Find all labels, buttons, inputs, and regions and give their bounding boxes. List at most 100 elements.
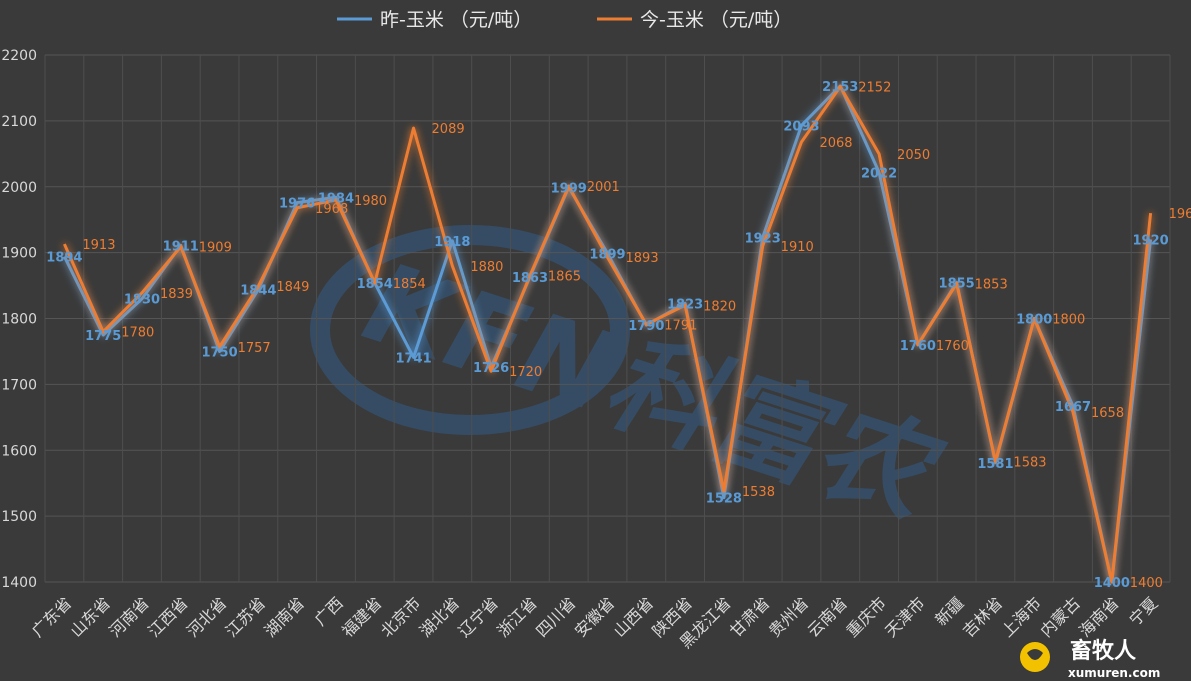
data-label-today: 1853 [975,278,1008,293]
data-label-yesterday: 1775 [85,329,121,344]
data-label-today: 1780 [121,326,154,341]
data-label-yesterday: 1528 [706,492,742,507]
series-line-today [63,85,1153,584]
x-tick-label: 云南省 [804,593,851,640]
y-tick-label: 1700 [1,377,37,393]
data-label-yesterday: 2153 [822,80,858,95]
x-tick-label: 甘肃省 [726,593,773,640]
data-label-today: 1839 [160,287,193,302]
data-label-today: 1757 [238,341,271,356]
data-label-today: 1854 [393,277,426,292]
data-label-yesterday: 1920 [1133,233,1169,248]
data-label-today: 1658 [1091,406,1124,421]
data-label-yesterday: 1844 [240,284,276,299]
data-label-today: 2050 [897,148,930,163]
data-label-today: 1909 [199,241,232,256]
data-label-yesterday: 1667 [1055,400,1091,415]
data-label-yesterday: 1899 [589,247,625,262]
x-tick-label: 湖南省 [261,593,308,640]
data-label-yesterday: 1581 [977,457,1013,472]
data-label-today: 1720 [509,365,542,380]
data-label-today: 1968 [315,202,348,217]
x-tick-label: 湖北省 [416,593,463,640]
data-label-today: 1791 [664,318,697,333]
site-title: 畜牧人 [1070,638,1136,664]
y-tick-label: 2000 [1,180,37,196]
x-tick-label: 天津市 [881,593,928,640]
y-tick-label: 2200 [1,48,37,64]
data-label-today: 1849 [276,280,309,295]
data-label-today: 2089 [432,122,465,137]
x-tick-label: 山东省 [67,593,114,640]
data-label-yesterday: 1790 [628,319,664,334]
grid-lines [44,54,1171,583]
series-lines [63,84,1153,584]
data-label-today: 2068 [819,136,852,151]
data-label-yesterday: 1976 [279,197,315,212]
x-tick-label: 北京市 [377,593,424,640]
y-tick-label: 1800 [1,312,37,328]
x-tick-label: 海南省 [1075,593,1122,640]
x-tick-label: 江苏省 [222,593,269,640]
data-label-today: 2152 [858,81,891,96]
data-label-today: 1980 [354,194,387,209]
data-label-yesterday: 1918 [434,235,470,250]
legend-label-today: 今-玉米 （元/吨） [640,9,792,31]
data-label-today: 1913 [82,238,115,253]
x-tick-label: 浙江省 [493,593,540,640]
data-label-yesterday: 1830 [124,293,160,308]
data-label-today: 1800 [1052,313,1085,328]
data-label-yesterday: 1750 [201,345,237,360]
data-label-today: 1910 [781,240,814,255]
x-tick-label: 四川省 [532,593,579,640]
data-label-today: 1880 [470,260,503,275]
data-label-yesterday: 1894 [46,251,82,266]
x-tick-label: 福建省 [338,593,385,640]
data-label-yesterday: 1760 [900,339,936,354]
x-tick-label: 山西省 [610,593,657,640]
x-tick-label: 内蒙古 [1036,593,1083,640]
x-tick-label: 重庆市 [842,593,889,640]
data-label-yesterday: 1999 [551,181,587,196]
y-axis: 1400 1500 1600 1700 1800 1900 2000 2100 2200 [1,48,37,591]
data-label-yesterday: 1863 [512,271,548,286]
data-label-yesterday: 1984 [318,191,354,206]
y-tick-label: 2100 [1,114,37,130]
x-tick-label: 辽宁省 [455,593,502,640]
data-label-yesterday: 1854 [357,277,393,292]
x-tick-label: 上海市 [998,593,1045,640]
data-label-yesterday: 1923 [745,231,781,246]
legend-label-yesterday: 昨-玉米 （元/吨） [380,9,532,31]
data-label-yesterday: 2022 [861,166,897,181]
y-tick-label: 1500 [1,509,37,525]
data-label-yesterday: 1741 [395,351,431,366]
data-label-today: 1960 [1169,207,1191,222]
y-tick-label: 1400 [1,575,37,591]
data-label-yesterday: 2093 [783,119,819,134]
site-logo: 畜牧人 xumuren.com [1020,638,1160,680]
data-label-today: 1583 [1013,455,1046,470]
y-tick-label: 1900 [1,246,37,262]
data-label-today: 1760 [936,339,969,354]
data-label-yesterday: 1726 [473,361,509,376]
x-tick-label: 广东省 [28,593,75,640]
watermark-brand: KFN科富农 [351,238,956,543]
data-label-yesterday: 1911 [163,239,199,254]
data-label-yesterday: 1800 [1016,313,1052,328]
data-labels: 1894 1775 1830 1911 1750 1844 1976 1984 1854 1741… [46,80,1191,591]
x-tick-label: 河南省 [105,593,152,640]
legend: 昨-玉米 （元/吨） 今-玉米 （元/吨） [337,9,792,31]
x-tick-label: 贵州省 [765,593,812,640]
data-label-yesterday: 1855 [939,276,975,291]
x-tick-label: 宁夏 [1125,593,1161,629]
x-tick-label: 河北省 [183,593,230,640]
x-tick-label: 安徽省 [571,593,618,640]
x-tick-label: 吉林省 [959,593,1006,640]
data-label-today: 1538 [742,485,775,500]
data-label-today: 1865 [548,270,581,285]
data-label-yesterday: 1823 [667,297,703,312]
y-tick-label: 1600 [1,443,37,459]
x-tick-label: 江西省 [144,593,191,640]
